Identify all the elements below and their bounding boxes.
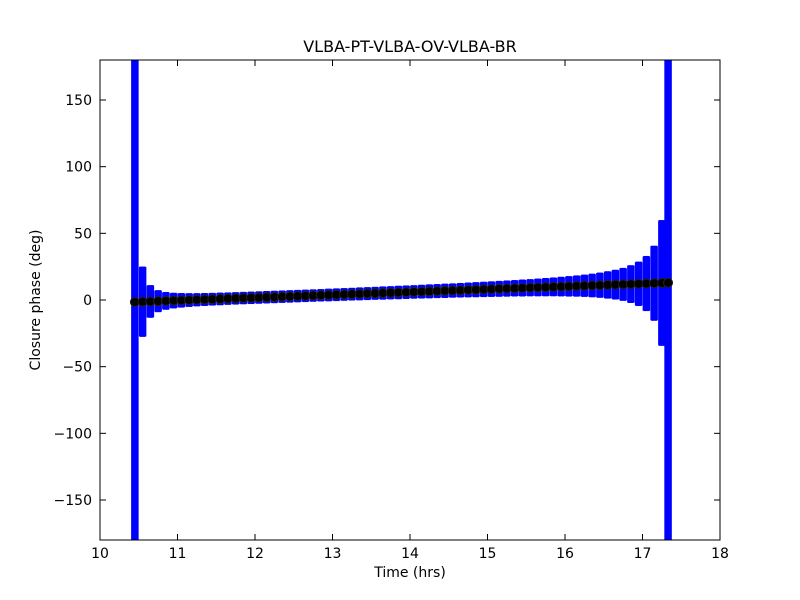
x-tick-label: 16 [556, 546, 574, 562]
x-tick-label: 14 [401, 546, 419, 562]
x-tick-label: 17 [634, 546, 652, 562]
y-axis-label: Closure phase (deg) [28, 230, 44, 371]
y-tick-label: −50 [62, 360, 92, 376]
y-tick-label: 100 [65, 160, 92, 176]
chart-title: VLBA-PT-VLBA-OV-VLBA-BR [303, 37, 517, 56]
x-tick-label: 13 [324, 546, 342, 562]
x-tick-label: 10 [91, 546, 109, 562]
x-axis-label: Time (hrs) [373, 565, 446, 581]
data-point [663, 277, 674, 288]
x-tick-label: 15 [479, 546, 497, 562]
y-tick-label: 50 [74, 226, 92, 242]
x-tick-label: 11 [169, 546, 187, 562]
y-tick-label: 0 [83, 293, 92, 309]
y-tick-label: 150 [65, 93, 92, 109]
y-tick-label: −100 [54, 426, 92, 442]
x-tick-label: 12 [246, 546, 264, 562]
y-tick-label: −150 [54, 493, 92, 509]
plot-area [129, 60, 674, 540]
x-tick-label: 18 [711, 546, 729, 562]
